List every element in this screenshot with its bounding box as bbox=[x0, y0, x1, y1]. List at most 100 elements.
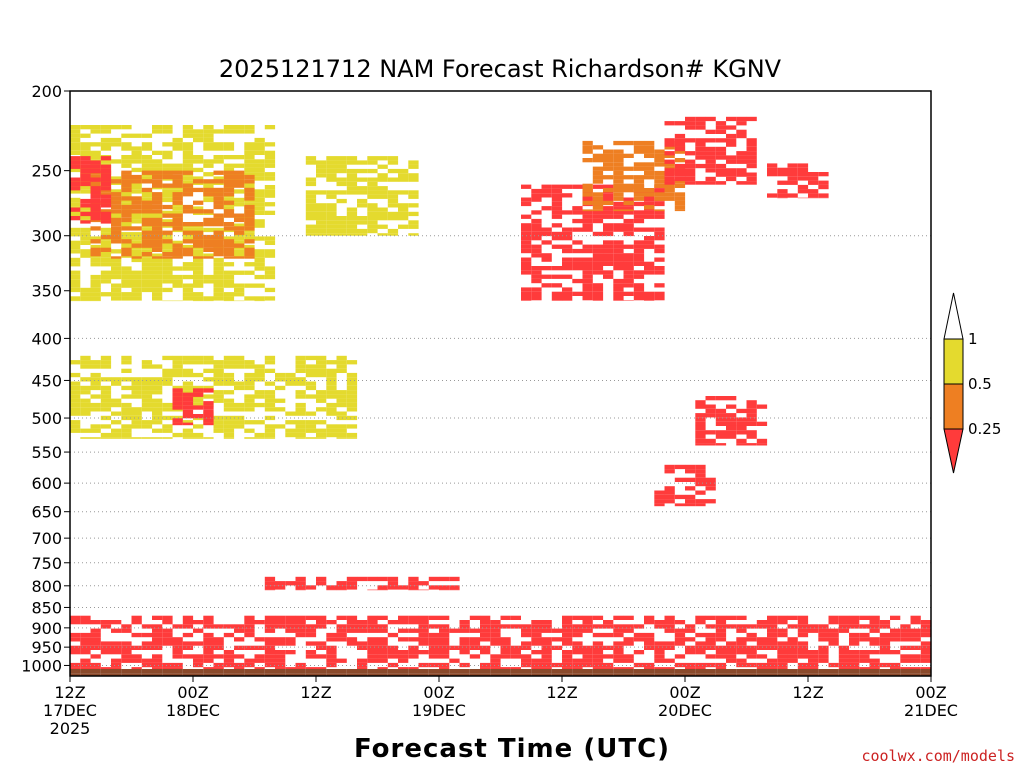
heatmap-cell bbox=[90, 407, 101, 412]
heatmap-cell bbox=[603, 210, 614, 215]
heatmap-cell bbox=[562, 236, 573, 241]
heatmap-cell bbox=[275, 585, 286, 590]
heatmap-cell bbox=[613, 615, 624, 620]
heatmap-cell bbox=[346, 228, 358, 234]
heatmap-cell bbox=[685, 499, 696, 504]
heatmap-cell bbox=[459, 624, 470, 629]
heatmap-cell bbox=[346, 628, 358, 633]
heatmap-cell bbox=[346, 424, 358, 429]
heatmap-cell bbox=[736, 408, 747, 414]
heatmap-cell bbox=[90, 190, 101, 195]
heatmap-cell bbox=[377, 216, 388, 221]
heatmap-cell bbox=[305, 654, 317, 659]
heatmap-cell bbox=[305, 650, 317, 655]
heatmap-cell bbox=[213, 424, 224, 429]
heatmap-cell bbox=[428, 624, 440, 629]
heatmap-cell bbox=[346, 398, 358, 403]
heatmap-cell bbox=[234, 292, 245, 297]
heatmap-cell bbox=[121, 385, 132, 391]
heatmap-cell bbox=[654, 673, 665, 676]
heatmap-cell bbox=[367, 228, 378, 234]
heatmap-cell bbox=[510, 624, 521, 629]
heatmap-cell bbox=[838, 624, 850, 629]
heatmap-cell bbox=[295, 355, 306, 361]
heatmap-cell bbox=[100, 270, 112, 275]
heatmap-cell bbox=[326, 637, 337, 642]
heatmap-cell bbox=[674, 172, 686, 177]
heatmap-cell bbox=[80, 146, 91, 151]
heatmap-cell bbox=[182, 420, 194, 425]
heatmap-cell bbox=[152, 283, 163, 288]
heatmap-cell bbox=[152, 287, 163, 293]
heatmap-cell bbox=[377, 207, 388, 212]
heatmap-cell bbox=[100, 274, 112, 280]
heatmap-cell bbox=[808, 650, 819, 655]
heatmap-cell bbox=[244, 209, 255, 214]
heatmap-cell bbox=[131, 658, 142, 663]
heatmap-cell bbox=[398, 190, 409, 195]
heatmap-cell bbox=[654, 257, 665, 262]
heatmap-cell bbox=[295, 411, 306, 416]
heatmap-cell bbox=[100, 125, 112, 130]
heatmap-cell bbox=[869, 615, 880, 620]
heatmap-cell bbox=[70, 662, 81, 668]
heatmap-cell bbox=[223, 279, 235, 284]
heatmap-cell bbox=[305, 177, 317, 182]
heatmap-cell bbox=[480, 667, 491, 669]
heatmap-cell bbox=[428, 637, 440, 642]
heatmap-cell bbox=[705, 159, 716, 164]
heatmap-cell bbox=[182, 287, 194, 293]
heatmap-cell bbox=[705, 396, 716, 401]
heatmap-cell bbox=[100, 129, 112, 134]
heatmap-cell bbox=[70, 210, 81, 215]
heatmap-cell bbox=[531, 628, 542, 633]
heatmap-cell bbox=[275, 641, 286, 646]
heatmap-cell bbox=[182, 129, 194, 134]
heatmap-cell bbox=[357, 228, 368, 234]
heatmap-cell bbox=[80, 173, 91, 178]
heatmap-cell bbox=[654, 214, 665, 219]
heatmap-cell bbox=[172, 247, 183, 252]
heatmap-cell bbox=[562, 637, 573, 642]
heatmap-cell bbox=[234, 669, 245, 674]
heatmap-cell bbox=[70, 257, 81, 263]
heatmap-cell bbox=[244, 232, 255, 237]
heatmap-cell bbox=[767, 620, 778, 625]
heatmap-cell bbox=[213, 394, 224, 399]
heatmap-cell bbox=[264, 274, 276, 280]
heatmap-cell bbox=[346, 168, 358, 174]
heatmap-cell bbox=[111, 381, 122, 386]
heatmap-cell bbox=[408, 628, 419, 633]
heatmap-cell bbox=[797, 184, 809, 190]
heatmap-cell bbox=[551, 214, 563, 219]
heatmap-cell bbox=[223, 432, 235, 438]
heatmap-cell bbox=[121, 247, 132, 252]
heatmap-cell bbox=[562, 261, 573, 266]
heatmap-cell bbox=[838, 628, 850, 633]
heatmap-cell bbox=[254, 163, 265, 168]
heatmap-cell bbox=[808, 197, 819, 199]
heatmap-cell bbox=[408, 173, 419, 178]
heatmap-cell bbox=[90, 428, 101, 433]
heatmap-cell bbox=[162, 249, 173, 254]
heatmap-cell bbox=[100, 424, 112, 429]
heatmap-cell bbox=[121, 624, 132, 629]
heatmap-cell bbox=[152, 209, 163, 214]
heatmap-cell bbox=[182, 360, 194, 365]
heatmap-cell bbox=[121, 355, 132, 361]
heatmap-cell bbox=[654, 175, 665, 180]
heatmap-cell bbox=[408, 669, 419, 674]
heatmap-cell bbox=[141, 262, 153, 267]
heatmap-cell bbox=[223, 239, 235, 244]
heatmap-cell bbox=[264, 193, 276, 198]
heatmap-cell bbox=[70, 197, 81, 203]
heatmap-cell bbox=[182, 641, 194, 646]
heatmap-cell bbox=[336, 360, 347, 365]
heatmap-cell bbox=[367, 641, 378, 646]
heatmap-cell bbox=[234, 125, 245, 130]
heatmap-cell bbox=[480, 662, 491, 668]
heatmap-cell bbox=[223, 300, 235, 302]
heatmap-cell bbox=[223, 360, 235, 365]
heatmap-cell bbox=[100, 227, 112, 233]
heatmap-cell bbox=[613, 632, 624, 638]
